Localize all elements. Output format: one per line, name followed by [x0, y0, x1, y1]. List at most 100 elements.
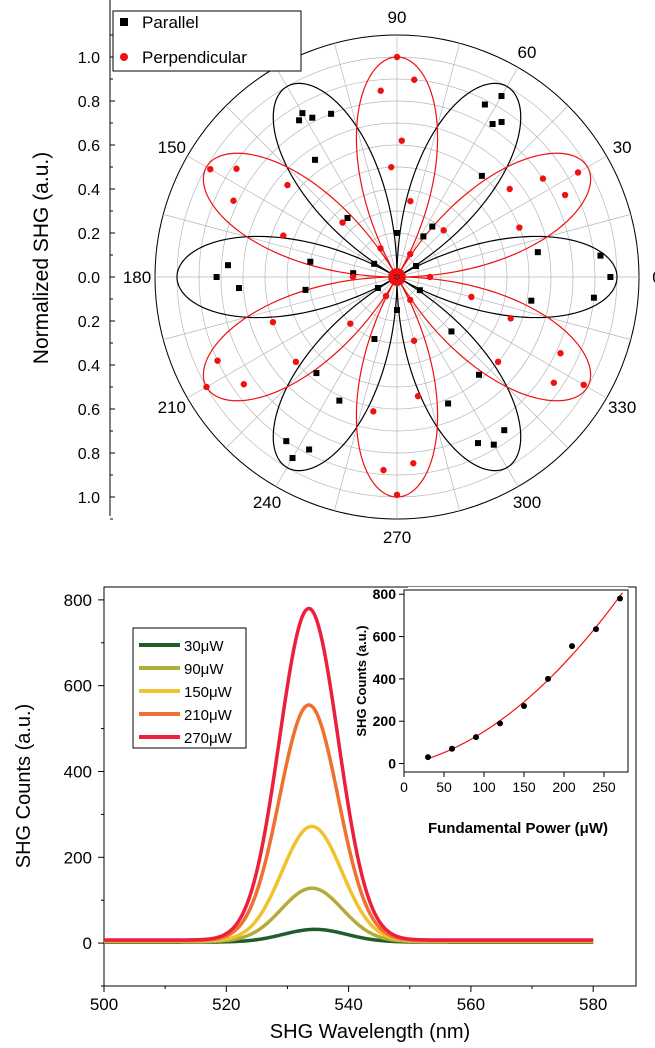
polar-point-perpendicular: [393, 53, 401, 61]
polar-point-parallel: [498, 93, 505, 100]
polar-point-parallel: [371, 336, 378, 343]
spectra-y-tick-label: 400: [64, 762, 92, 781]
spectra-legend-box: [132, 627, 247, 749]
polar-point-parallel: [416, 287, 423, 294]
polar-point-perpendicular: [339, 219, 346, 226]
inset-plot-frame: [403, 589, 629, 773]
polar-angle-label: 30: [613, 138, 632, 157]
inset-x-tick-label: 50: [436, 779, 452, 795]
inset-data-point: [425, 754, 431, 761]
inset-chart: 0 50 100 150 200 250 0 200 400 600 800 Fundamental…: [354, 586, 629, 837]
polar-point-perpendicular: [370, 408, 377, 415]
polar-point-perpendicular: [414, 392, 422, 400]
spectra-plot-frame: [103, 586, 637, 987]
polar-point-perpendicular: [507, 315, 514, 322]
inset-background: [408, 587, 628, 771]
polar-point-perpendicular: [539, 175, 547, 182]
polar-grid-spoke: [187, 276, 398, 399]
inset-x-tick-label: 250: [592, 779, 616, 795]
polar-point-perpendicular: [494, 358, 502, 366]
polar-point-perpendicular: [380, 466, 387, 474]
polar-point-perpendicular: [440, 227, 447, 234]
spectra-y-tick-label: 0: [83, 934, 92, 953]
polar-point-perpendicular: [207, 166, 214, 173]
spectrum-curve: [103, 606, 594, 942]
polar-y-tick-label: 0.4: [78, 182, 100, 199]
inset-fit-curve: [426, 592, 623, 760]
polar-point-parallel: [328, 110, 335, 117]
polar-grid-spoke: [163, 214, 398, 278]
polar-point-perpendicular: [561, 191, 569, 199]
spectra-legend-label: 270μW: [184, 730, 233, 747]
polar-point-parallel: [336, 397, 343, 404]
polar-point-perpendicular: [382, 292, 390, 300]
polar-point-perpendicular: [203, 383, 210, 391]
polar-angle-label: 60: [518, 43, 537, 62]
polar-point-parallel: [225, 262, 232, 269]
inset-data-point: [497, 720, 503, 727]
polar-y-tick-label: 1.0: [78, 490, 100, 507]
polar-y-tick-label: 0.6: [78, 138, 100, 155]
polar-angle-label: 300: [513, 493, 541, 512]
polar-point-perpendicular: [411, 76, 418, 83]
inset-y-tick-label: 400: [373, 671, 397, 687]
polar-point-perpendicular: [557, 350, 564, 357]
polar-point-perpendicular: [284, 181, 291, 189]
inset-fit-line: [426, 592, 623, 760]
polar-point-perpendicular: [398, 137, 405, 144]
polar-y-tick-label: 0.6: [78, 402, 100, 419]
inset-data-point: [593, 626, 599, 633]
polar-chart: 0.0 0.2 0.2 0.4 0.4 0.6 0.6 0.8 0.8 1.0 1.0 0 30 60 9…: [30, 0, 655, 547]
polar-point-parallel: [374, 285, 381, 291]
polar-angle-label: 90: [388, 8, 407, 27]
polar-point-perpendicular: [580, 381, 587, 388]
polar-angle-label: 240: [253, 493, 281, 512]
inset-y-axis-title: SHG Counts (a.u.): [354, 625, 369, 736]
inset-x-tick-label: 0: [400, 779, 408, 795]
polar-point-perpendicular: [468, 293, 475, 301]
polar-point-perpendicular: [233, 165, 240, 172]
polar-point-parallel: [607, 274, 614, 280]
polar-y-ticks: 0.0 0.2 0.2 0.4 0.4 0.6 0.6 0.8 0.8 1.0 1.0: [78, 34, 115, 520]
inset-y-tick-label: 800: [373, 586, 397, 602]
legend-label-perpendicular: Perpendicular: [142, 48, 247, 67]
polar-grid-spoke: [396, 43, 460, 278]
spectra-x-tick-label: 580: [579, 995, 607, 1014]
spectra-legend-label: 90μW: [184, 661, 224, 678]
spectra-legend: 30μW 90μW 150μW 210μW 270μW: [132, 627, 247, 749]
polar-point-perpendicular: [347, 320, 354, 327]
polar-point-parallel: [490, 441, 497, 448]
polar-grid-spoke: [396, 155, 607, 278]
inset-data-point: [449, 745, 455, 752]
inset-data-point: [521, 702, 527, 709]
spectra-legend-label: 150μW: [184, 684, 233, 701]
polar-angle-label: 0: [652, 268, 655, 287]
legend-box: [112, 10, 302, 72]
polar-point-parallel: [528, 297, 535, 304]
polar-point-perpendicular: [410, 460, 417, 467]
polar-point-parallel: [476, 371, 483, 378]
polar-point-parallel: [235, 285, 242, 292]
polar-grid-spoke: [275, 67, 398, 278]
polar-grid-spoke: [396, 214, 631, 278]
spectra-x-tick-label: 540: [334, 995, 362, 1014]
polar-point-parallel: [306, 446, 313, 453]
polar-y-tick-label: 0.0: [78, 270, 100, 287]
polar-data-points: [203, 53, 614, 498]
polar-y-tick-label: 0.8: [78, 446, 100, 463]
inset-y-tick-label: 0: [388, 756, 396, 772]
legend-marker-perpendicular: [120, 53, 128, 61]
polar-point-parallel: [429, 223, 436, 230]
polar-y-tick-label: 0.2: [78, 226, 100, 243]
inset-data-point: [473, 734, 479, 741]
polar-grid-spoke: [225, 105, 398, 278]
polar-point-parallel: [478, 172, 485, 179]
inset-ticks: 0 50 100 150 200 250 0 200 400 600 800: [373, 586, 616, 795]
polar-point-parallel: [309, 114, 316, 121]
polar-grid-spoke: [163, 276, 398, 340]
polar-grid-spoke: [275, 276, 398, 487]
polar-point-parallel: [394, 230, 400, 236]
polar-point-perpendicular: [240, 381, 248, 388]
